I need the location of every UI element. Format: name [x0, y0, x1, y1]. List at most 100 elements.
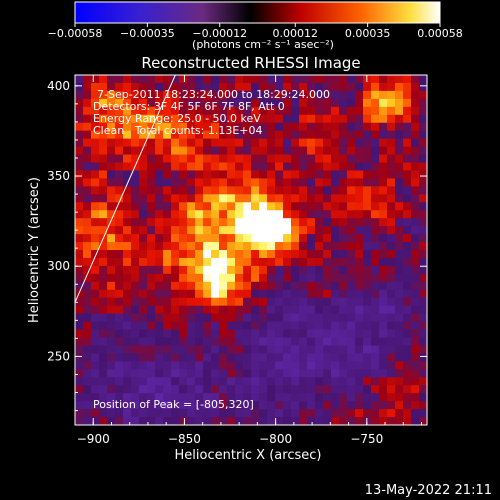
heatmap-cell	[371, 130, 380, 140]
heatmap-cell	[155, 257, 164, 267]
heatmap-cell	[275, 281, 284, 291]
heatmap-cell	[179, 186, 188, 195]
heatmap-cell	[339, 409, 348, 418]
heatmap-cell	[299, 98, 308, 108]
heatmap-cell	[251, 114, 260, 124]
heatmap-cell	[123, 170, 132, 179]
heatmap-cell	[171, 361, 180, 370]
heatmap-cell	[131, 138, 140, 148]
heatmap-cell	[123, 289, 132, 299]
heatmap-cell	[203, 82, 212, 92]
heatmap-cell	[171, 178, 180, 187]
heatmap-cell	[419, 138, 427, 148]
heatmap-cell	[139, 417, 148, 425]
heatmap-cell	[307, 297, 316, 307]
heatmap-cell	[147, 146, 156, 156]
heatmap-cell	[75, 409, 84, 418]
heatmap-cell	[75, 218, 84, 227]
heatmap-cell	[387, 170, 396, 179]
heatmap-cell	[235, 361, 244, 370]
heatmap-cell	[403, 313, 412, 323]
heatmap-cell	[107, 234, 116, 243]
heatmap-cell	[259, 337, 268, 347]
heatmap-cell	[147, 130, 156, 140]
heatmap-cell	[219, 329, 228, 339]
heatmap-cell	[203, 265, 212, 275]
heatmap-cell	[307, 417, 316, 425]
heatmap-cell	[283, 257, 292, 267]
heatmap-cell	[355, 210, 364, 219]
heatmap-cell	[139, 369, 148, 378]
heatmap-cell	[219, 114, 228, 124]
heatmap-cell	[355, 106, 364, 116]
heatmap-cell	[323, 313, 332, 323]
heatmap-cell	[155, 265, 164, 275]
heatmap-cell	[283, 313, 292, 323]
heatmap-cell	[347, 234, 356, 243]
heatmap-cell	[355, 75, 364, 84]
heatmap-cell	[323, 353, 332, 362]
heatmap-cell	[131, 106, 140, 116]
heatmap-cell	[275, 162, 284, 172]
heatmap-cell	[355, 162, 364, 172]
heatmap-cell	[203, 170, 212, 179]
heatmap-cell	[395, 146, 404, 156]
heatmap-cell	[131, 393, 140, 402]
heatmap-cell	[147, 369, 156, 378]
heatmap-cell	[91, 377, 100, 386]
heatmap-cell	[363, 329, 372, 339]
heatmap-cell	[99, 417, 108, 425]
heatmap-cell	[115, 75, 124, 84]
heatmap-cell	[203, 242, 212, 251]
heatmap-cell	[75, 130, 84, 140]
heatmap-cell	[75, 226, 84, 235]
heatmap-cell	[403, 329, 412, 339]
heatmap-cell	[411, 90, 420, 100]
heatmap-cell	[259, 130, 268, 140]
heatmap-cell	[347, 202, 356, 211]
heatmap-cell	[147, 138, 156, 148]
heatmap-cell	[203, 377, 212, 386]
heatmap-cell	[131, 218, 140, 227]
heatmap-cell	[107, 98, 116, 108]
heatmap-cell	[211, 218, 220, 227]
heatmap-cell	[267, 345, 276, 354]
heatmap-cell	[171, 138, 180, 148]
heatmap-cell	[83, 226, 92, 235]
heatmap-cell	[275, 385, 284, 394]
heatmap-cell	[299, 75, 308, 84]
heatmap-cell	[371, 321, 380, 331]
heatmap-cell	[363, 313, 372, 323]
heatmap-cell	[275, 210, 284, 219]
heatmap-cell	[99, 313, 108, 323]
heatmap-cell	[211, 409, 220, 418]
heatmap-cell	[419, 98, 427, 108]
heatmap-cell	[403, 218, 412, 227]
heatmap-cell	[315, 122, 324, 132]
heatmap-cell	[251, 146, 260, 156]
heatmap-cell	[371, 122, 380, 132]
heatmap-cell	[347, 162, 356, 172]
heatmap-cell	[123, 353, 132, 362]
heatmap-cell	[155, 321, 164, 331]
heatmap-cell	[203, 234, 212, 243]
heatmap-cell	[251, 313, 260, 323]
heatmap-cell	[187, 106, 196, 116]
heatmap-cell	[347, 393, 356, 402]
heatmap-cell	[235, 98, 244, 108]
heatmap-cell	[299, 385, 308, 394]
heatmap-cell	[155, 75, 164, 84]
heatmap-cell	[379, 337, 388, 347]
heatmap-cell	[267, 250, 276, 259]
heatmap-cell	[83, 210, 92, 219]
heatmap-cell	[219, 218, 228, 227]
heatmap-cell	[227, 210, 236, 219]
heatmap-cell	[187, 226, 196, 235]
heatmap-cell	[163, 170, 172, 179]
plot-frame	[74, 74, 428, 426]
heatmap-cell	[163, 377, 172, 386]
heatmap-cell	[83, 90, 92, 100]
heatmap-cell	[75, 162, 84, 172]
heatmap-cell	[395, 170, 404, 179]
heatmap-cell	[419, 345, 427, 354]
